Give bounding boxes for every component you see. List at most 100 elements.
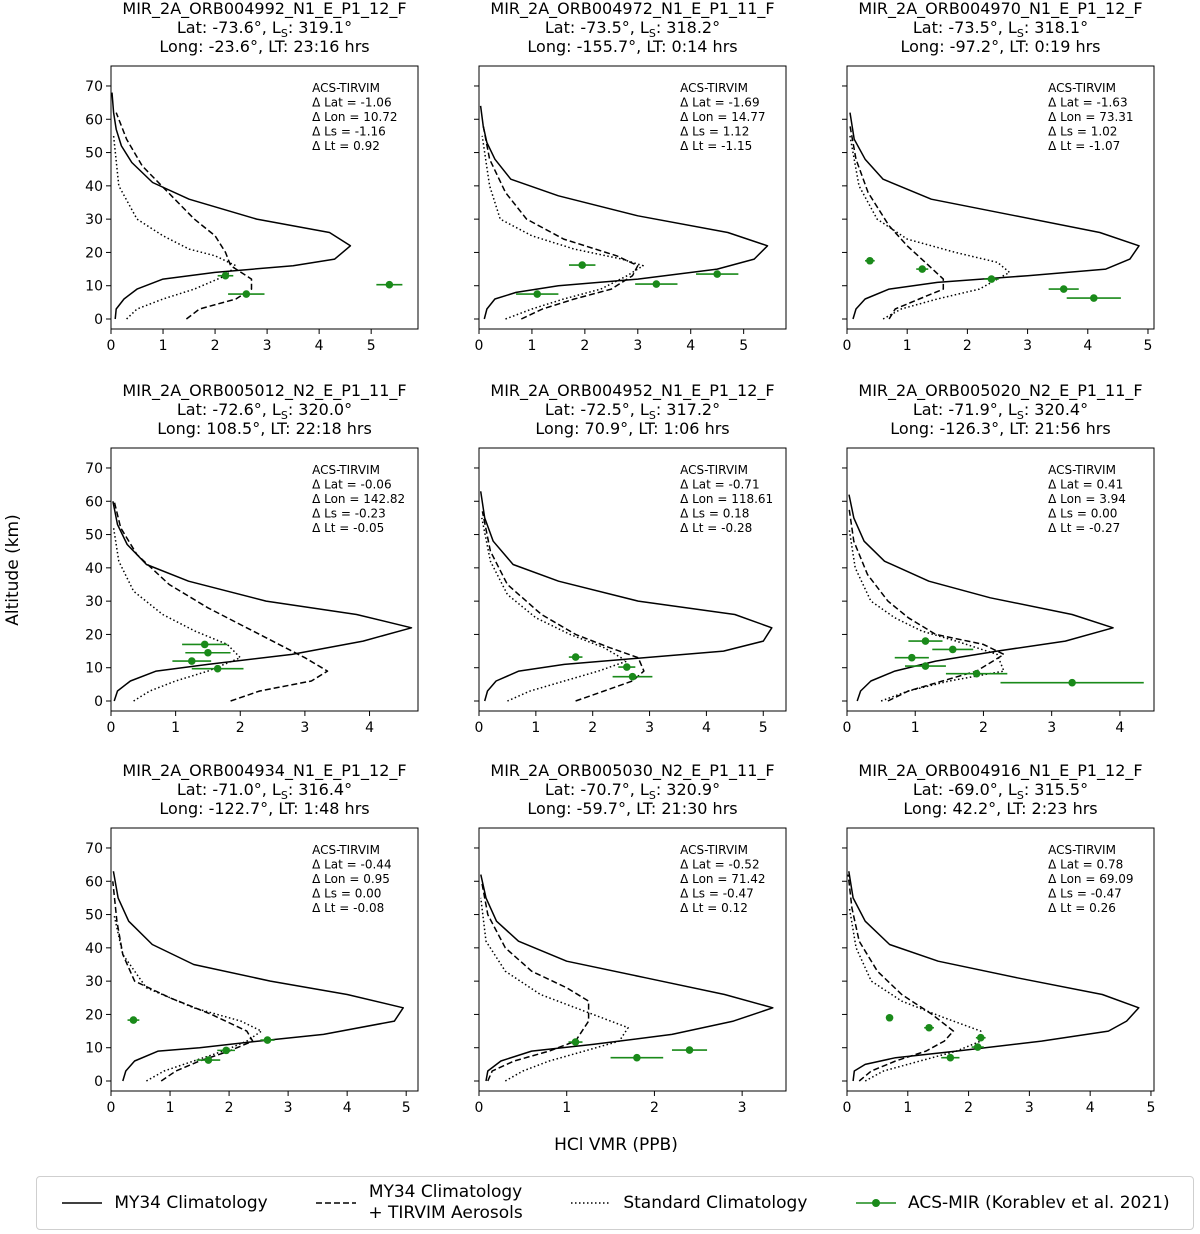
- annotation-header: ACS-TIRVIM: [312, 81, 380, 95]
- annotation-line: Δ Lt = 0.26: [1048, 901, 1116, 915]
- legend-label: Standard Climatology: [623, 1192, 808, 1213]
- obs-point: [972, 669, 981, 678]
- x-tick-label: 4: [686, 338, 695, 354]
- annotation-line: Δ Lat = -0.44: [312, 858, 392, 872]
- obs-point: [204, 648, 212, 657]
- series-dashed-line: [112, 881, 254, 1082]
- annotation-header: ACS-TIRVIM: [680, 463, 748, 477]
- y-tick-label: 0: [94, 1074, 103, 1090]
- x-tick-label: 5: [739, 338, 748, 354]
- x-tick-label: 4: [1086, 1100, 1095, 1116]
- annotation-line: Δ Ls = 0.00: [312, 887, 381, 901]
- y-tick-label: 20: [85, 245, 103, 261]
- y-tick-label: 0: [94, 312, 103, 328]
- panel-title-line: Lat: -70.7°, LS: 320.9°: [545, 780, 720, 802]
- legend-item-standard: Standard Climatology: [569, 1193, 807, 1214]
- obs-point: [221, 271, 230, 280]
- panel-title-line: Long: -23.6°, LT: 23:16 hrs: [159, 37, 369, 56]
- series-dashed-line: [482, 125, 639, 320]
- series-solid-line: [848, 494, 1114, 702]
- x-tick-label: 0: [475, 338, 484, 354]
- series-dotted-line: [848, 527, 1005, 702]
- annotation-line: Δ Lon = 142.82: [312, 492, 405, 506]
- obs-point: [921, 662, 930, 670]
- panel-frame: [110, 65, 419, 330]
- x-tick-label: 4: [365, 720, 374, 736]
- obs-point: [633, 1053, 641, 1062]
- annotation-header: ACS-TIRVIM: [1048, 81, 1116, 95]
- x-tick-label: 4: [1115, 720, 1124, 736]
- panel-title-line: Long: -97.2°, LT: 0:19 hrs: [900, 37, 1100, 56]
- x-tick-label: 3: [1025, 1100, 1034, 1116]
- obs-point: [925, 1023, 933, 1032]
- panel-title-line: Lat: -69.0°, LS: 315.5°: [913, 780, 1088, 802]
- obs-point: [1059, 285, 1068, 293]
- series-solid-line: [479, 105, 769, 320]
- panel-title-line: Long: 70.9°, LT: 1:06 hrs: [535, 419, 729, 438]
- legend-item-acs-mir: ACS-MIR (Korablev et al. 2021): [854, 1193, 1170, 1214]
- annotation-line: Δ Lat = -1.69: [680, 96, 760, 110]
- x-tick-label: 2: [588, 720, 597, 736]
- x-tick-label: 3: [284, 1100, 293, 1116]
- panel-title-line: Lat: -72.5°, LS: 317.2°: [545, 400, 720, 422]
- x-tick-label: 1: [527, 338, 536, 354]
- x-tick-label: 5: [759, 720, 768, 736]
- x-tick-label: 3: [1047, 720, 1056, 736]
- series-dotted-line: [481, 517, 628, 702]
- y-tick-label: 30: [85, 594, 103, 610]
- x-tick-label: 3: [645, 720, 654, 736]
- panel-title-line: MIR_2A_ORB005030_N2_E_P1_11_F: [490, 761, 774, 781]
- series-dotted-line: [480, 897, 629, 1082]
- x-tick-label: 2: [964, 1100, 973, 1116]
- obs-point: [571, 653, 580, 661]
- y-tick-label: 70: [85, 461, 103, 477]
- obs-point: [652, 280, 661, 288]
- series-dashed-line: [480, 881, 590, 1082]
- series-dashed-line: [115, 112, 253, 320]
- panel-frame: [846, 827, 1155, 1092]
- series-solid-line: [479, 491, 773, 702]
- legend-item-my34: MY34 Climatology: [60, 1192, 268, 1214]
- y-axis-label: Altitude (km): [3, 514, 23, 626]
- obs-point: [976, 1033, 985, 1042]
- panel-title-line: Long: -59.7°, LT: 21:30 hrs: [527, 799, 737, 818]
- annotation-line: Δ Lon = 73.31: [1048, 110, 1133, 124]
- x-tick-label: 0: [843, 338, 852, 354]
- annotation-line: Δ Ls = -0.47: [680, 887, 754, 901]
- legend-errorbar-marker-icon: [856, 1199, 897, 1207]
- annotation-line: Δ Lon = 10.72: [312, 110, 397, 124]
- legend: MY34 Climatology MY34 Climatology + TIRV…: [36, 1176, 1194, 1230]
- series-dashed-line: [848, 507, 1005, 702]
- x-tick-label: 0: [843, 720, 852, 736]
- annotation-line: Δ Lt = 0.92: [312, 139, 380, 153]
- series-solid-line: [112, 501, 413, 702]
- obs-point: [578, 261, 587, 269]
- annotation-line: Δ Lt = -1.07: [1048, 139, 1120, 153]
- series-dashed-line: [113, 501, 329, 702]
- annotation-line: Δ Lat = 0.78: [1048, 858, 1123, 872]
- annotation-line: Δ Lat = -0.71: [680, 478, 760, 492]
- annotation-header: ACS-TIRVIM: [680, 843, 748, 857]
- y-tick-label: 20: [85, 627, 103, 643]
- x-tick-label: 0: [107, 338, 116, 354]
- x-tick-label: 1: [903, 338, 912, 354]
- annotation-line: Δ Lat = 0.41: [1048, 478, 1123, 492]
- legend-label: ACS-MIR (Korablev et al. 2021): [908, 1192, 1170, 1213]
- x-tick-label: 1: [171, 720, 180, 736]
- x-tick-label: 0: [475, 1100, 484, 1116]
- obs-point: [987, 275, 996, 283]
- panel-title-line: Long: -126.3°, LT: 21:56 hrs: [890, 419, 1110, 438]
- y-tick-label: 50: [85, 146, 103, 162]
- legend-label: MY34 Climatology: [368, 1182, 523, 1202]
- legend-label: MY34 Climatology: [114, 1192, 268, 1213]
- x-tick-label: 0: [107, 720, 116, 736]
- x-tick-label: 1: [562, 1100, 571, 1116]
- annotation-line: Δ Lt = -0.27: [1048, 521, 1120, 535]
- annotation-line: Δ Lat = -0.52: [680, 858, 760, 872]
- panel-frame: [478, 65, 787, 330]
- y-tick-label: 60: [85, 494, 103, 510]
